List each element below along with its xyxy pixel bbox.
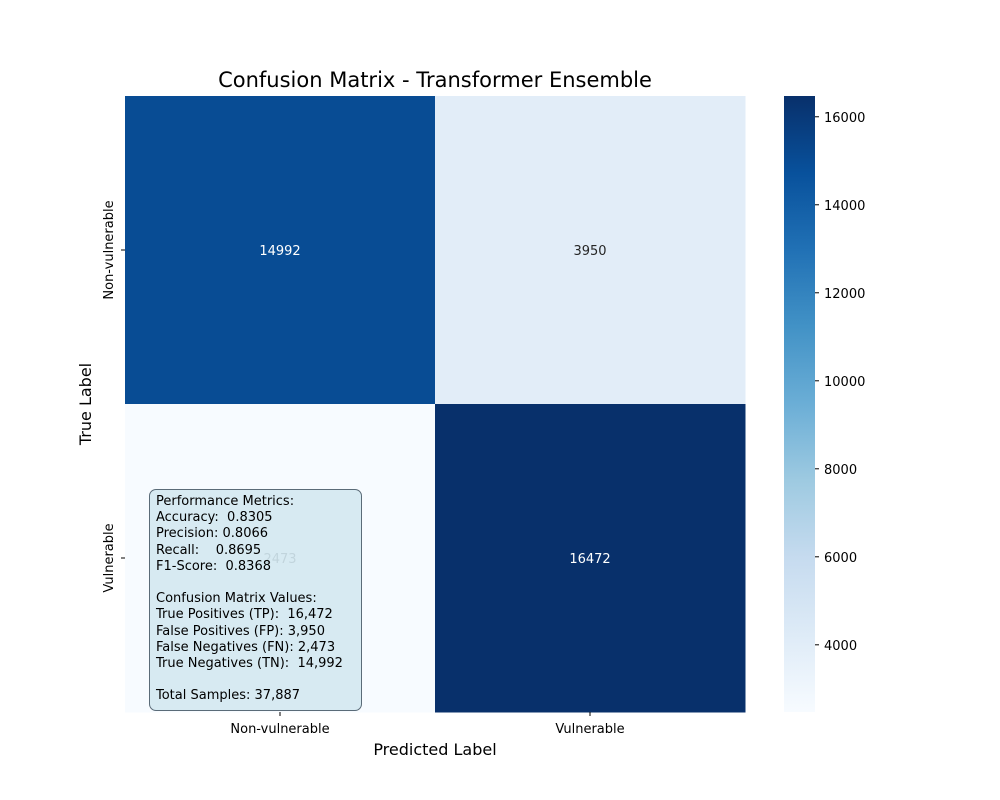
cell-value-label: 14992 [259,244,300,259]
y-axis-ticks: Non-vulnerable Vulnerable [102,200,125,593]
cell-value-label: 3950 [573,244,606,259]
metrics-line: Precision: 0.8066 [156,526,269,542]
x-tick-label: Vulnerable [555,722,624,737]
metrics-line [156,672,355,688]
heatmap-cell [125,96,436,405]
colorbar-tick-label: 14000 [824,199,865,214]
metrics-line: Confusion Matrix Values: [156,591,317,607]
metrics-line [156,575,355,591]
y-tick-label: Vulnerable [102,523,117,592]
heatmap-cell-labels: 149923950247316472 [259,244,610,567]
metrics-line: Accuracy: 0.8305 [156,510,273,526]
metrics-line: Performance Metrics: [156,494,295,509]
metrics-line: True Positives (TP): 16,472 [156,607,333,623]
y-tick-label: Non-vulnerable [102,200,117,299]
colorbar-tick-label: 12000 [824,287,865,302]
metrics-line: Recall: 0.8695 [156,542,262,558]
x-tick-label: Non-vulnerable [230,722,329,737]
cell-value-label: 16472 [569,552,610,567]
colorbar-tick-label: 8000 [824,463,857,478]
metrics-line: F1-Score: 0.8368 [156,558,271,574]
x-axis-ticks: Non-vulnerable Vulnerable [230,712,625,737]
metrics-line: True Negatives (TN): 14,992 [156,655,343,671]
colorbar-tick-label: 6000 [824,551,857,566]
heatmap-cell [435,96,746,405]
colorbar-tick-label: 16000 [824,111,865,126]
chart-title: Confusion Matrix - Transformer Ensemble [218,68,652,92]
metrics-line: Total Samples: 37,887 [156,688,301,704]
colorbar-ticks: 4000 6000 8000 10000 12000 14000 16000 [815,111,865,654]
y-axis-label: True Label [76,363,95,446]
heatmap-cell [435,404,746,713]
metrics-line: False Positives (FP): 3,950 [156,623,325,639]
heatmap-cells [125,96,746,713]
colorbar [784,96,815,712]
metrics-line: False Negatives (FN): 2,473 [156,639,336,655]
performance-metrics-box: Performance Metrics: Accuracy: 0.8305 Prec… [149,489,362,711]
colorbar-tick-label: 4000 [824,639,857,654]
colorbar-tick-label: 10000 [824,375,865,390]
x-axis-label: Predicted Label [373,740,496,759]
